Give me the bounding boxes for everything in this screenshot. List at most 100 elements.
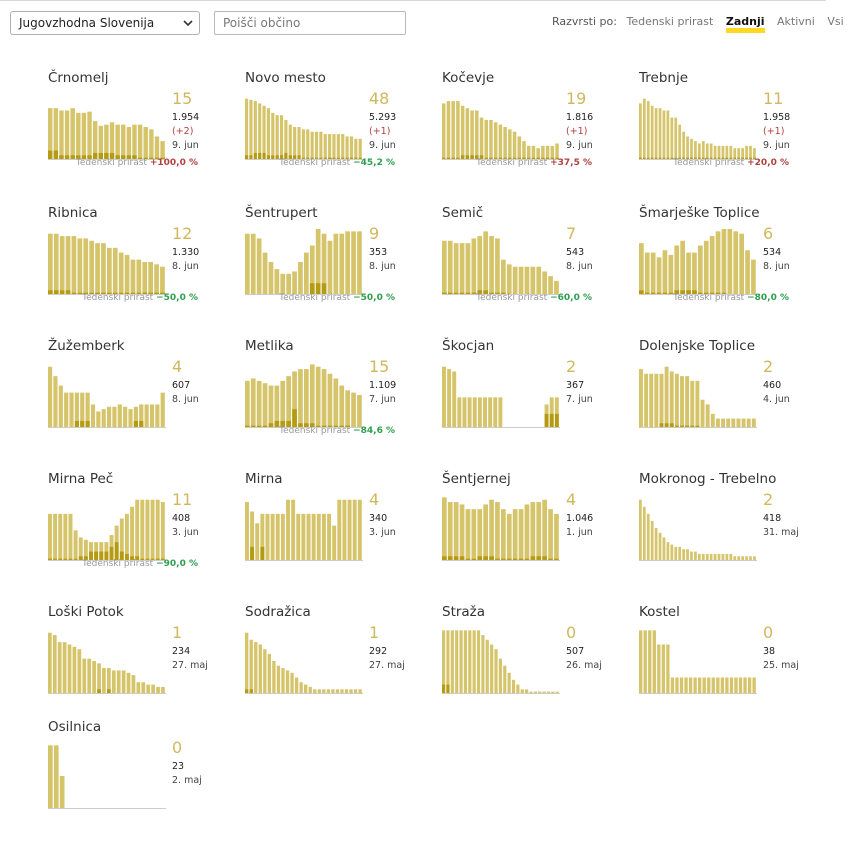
sparkline-bar [87, 658, 92, 694]
sparkline-bar [48, 513, 52, 561]
municipality-card[interactable]: Novo mesto 48 5.293 (+1) 9. jun Tedenski prir… [245, 70, 435, 195]
sparkline-bar [643, 630, 647, 694]
sparkline-bar-new [333, 425, 339, 428]
sparkline-bar-new [685, 425, 690, 428]
sparkline-bar [78, 537, 83, 561]
sparkline-bar [518, 266, 524, 295]
municipality-card[interactable]: Mirna 4 340 3. jun [245, 471, 435, 596]
municipality-card[interactable]: Šmarješke Toplice 6 534 8. jun Tedenski prir… [639, 205, 829, 330]
region-select[interactable]: Jugovzhodna Slovenija [10, 11, 200, 35]
sparkline-bar-new [80, 420, 85, 428]
sparkline-bar-new [107, 689, 111, 694]
sparkline-bar [160, 266, 165, 295]
sparkline-bar [141, 682, 146, 694]
municipality-card[interactable]: Dolenjske Toplice 2 460 4. jun [639, 338, 829, 463]
sparkline-bar-new [124, 553, 129, 561]
municipality-card[interactable]: Trebnje 11 1.958 (+1) 9. jun Tedenski prirast… [639, 70, 829, 195]
sparkline-bar-new [249, 689, 253, 694]
municipality-card[interactable]: Kočevje 19 1.816 (+1) 9. jun Tedenski prirast… [442, 70, 632, 195]
municipality-card[interactable]: Kostel 0 38 25. maj [639, 604, 829, 729]
municipality-card[interactable]: Mirna Peč 11 408 3. jun Tedenski prirast −90… [48, 471, 238, 596]
sparkline-bar [524, 266, 530, 295]
municipality-card[interactable]: Sodražica 1 292 27. maj [245, 604, 435, 729]
sparkline-bar-new [522, 157, 526, 160]
last-update-date: 8. jun [172, 394, 199, 405]
sparkline-bar [442, 630, 446, 694]
sparkline-bar-new [142, 292, 148, 295]
municipality-card[interactable]: Ribnica 12 1.330 8. jun Tedenski prirast −50… [48, 205, 238, 330]
sparkline-bar [554, 397, 559, 428]
sparkline-bar [471, 509, 477, 561]
municipality-card[interactable]: Semič 7 543 8. jun Tedenski prirast −60,0 % [442, 205, 632, 330]
municipality-card[interactable]: Mokronog - Trebelno 2 418 31. maj [639, 471, 829, 596]
sparkline-bar [529, 691, 533, 694]
sparkline-bar [144, 404, 149, 428]
sparkline-bar [662, 537, 666, 561]
municipality-card[interactable]: Straža 0 507 26. maj [442, 604, 632, 729]
sparkline-bar-new [160, 558, 165, 561]
municipality-card[interactable]: Šentjernej 4 1.046 1. jun [442, 471, 632, 596]
sort-option-active[interactable]: Aktivni [777, 15, 815, 28]
weekly-growth: Tedenski prirast +37,5 % [442, 158, 592, 168]
sparkline-bar [321, 369, 327, 428]
municipality-name: Dolenjske Toplice [639, 338, 755, 354]
sparkline-bar [738, 677, 743, 694]
sparkline-bar [155, 499, 160, 561]
sparkline-bar-new [70, 155, 75, 160]
sparkline-bar [701, 553, 705, 561]
weekly-growth: Tedenski prirast −50,0 % [245, 293, 395, 303]
municipality-card[interactable]: Metlika 15 1.109 7. jun Tedenski prirast −84… [245, 338, 435, 463]
sparkline-bar [58, 385, 63, 428]
sparkline-bar-new [48, 150, 53, 160]
search-input[interactable] [214, 11, 406, 35]
sparkline-bar [81, 112, 87, 160]
municipality-card[interactable]: Žužemberk 4 607 8. jun [48, 338, 238, 463]
sparkline-bar-new [275, 155, 279, 160]
municipality-card[interactable]: Loški Potok 1 234 27. maj [48, 604, 238, 729]
sparkline-bar [80, 392, 85, 428]
sparkline-bar [747, 677, 752, 694]
sparkline-bar [646, 513, 650, 561]
sparkline-bar [274, 269, 280, 295]
sparkline-bar [705, 404, 710, 428]
sort-option-all[interactable]: Vsi [827, 15, 844, 28]
sparkline-bar [463, 630, 468, 694]
sparkline-bar-new [321, 283, 327, 295]
sparkline-bar [82, 658, 87, 694]
active-cases: 6 [763, 224, 774, 243]
municipality-name: Sodražica [245, 604, 311, 620]
sparkline-bar-new [266, 155, 271, 160]
sparkline-bar [123, 406, 128, 428]
sparkline-bar [446, 101, 451, 160]
sparkline-bar [262, 105, 266, 160]
sparkline-bar [124, 513, 129, 561]
sparkline-bar [749, 556, 752, 561]
sparkline-bar-new [554, 413, 559, 428]
sparkline-bar [321, 233, 327, 295]
sparkline-bar [648, 630, 652, 694]
sparkline-bar [698, 143, 701, 160]
sparkline-bar [71, 236, 77, 295]
sparkline-bar [62, 642, 67, 694]
sparkline-bar [720, 677, 725, 694]
sparkline-bar [542, 499, 547, 561]
sparkline-bar-new [459, 292, 465, 295]
municipality-card[interactable]: Črnomelj 15 1.954 (+2) 9. jun Tedenski priras… [48, 70, 238, 195]
sparkline-bar [309, 245, 315, 295]
sparkline-bar [69, 392, 74, 428]
sparkline-bar [73, 530, 78, 561]
sparkline-bar-new [550, 157, 555, 160]
total-cases: 234 [172, 646, 191, 657]
sparkline-bar [268, 385, 274, 428]
sort-option-latest[interactable]: Zadnji [725, 15, 765, 33]
sparkline-bar [340, 689, 344, 694]
sparkline-bar [148, 262, 153, 295]
sort-option-weekly-growth[interactable]: Tedenski prirast [626, 15, 714, 28]
sparkline-bar-new [698, 292, 703, 295]
sparkline-bar-new [542, 556, 547, 561]
sparkline-bar [737, 148, 741, 160]
municipality-card[interactable]: Šentrupert 9 353 8. jun Tedenski prirast −50… [245, 205, 435, 330]
region-select-value: Jugovzhodna Slovenija [19, 16, 155, 30]
municipality-card[interactable]: Osilnica 0 23 2. maj [48, 719, 238, 844]
municipality-card[interactable]: Škocjan 2 367 7. jun [442, 338, 632, 463]
